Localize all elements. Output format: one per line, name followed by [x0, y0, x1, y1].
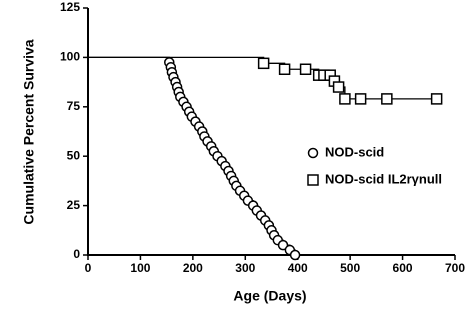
marker	[277, 239, 289, 251]
y-tick-label: 25	[67, 198, 81, 212]
marker	[339, 93, 351, 105]
y-axis-label: Cumulative Percent Surviva	[21, 39, 37, 224]
marker	[354, 93, 367, 105]
legend-label: NOD-scid	[325, 144, 384, 159]
marker	[307, 174, 319, 186]
y-tick-label: 50	[67, 148, 81, 162]
y-tick-label: 125	[60, 0, 80, 14]
y-tick-label: 75	[67, 99, 81, 113]
y-tick-label: 0	[73, 247, 80, 261]
marker	[289, 249, 301, 261]
marker	[381, 93, 393, 105]
x-tick-label: 700	[445, 261, 465, 275]
marker	[278, 63, 291, 76]
marker	[307, 147, 319, 159]
x-tick-label: 0	[85, 261, 92, 275]
x-axis-label: Age (Days)	[233, 288, 306, 304]
marker	[299, 63, 312, 76]
x-tick-label: 500	[340, 261, 360, 275]
y-tick-label: 100	[60, 50, 80, 64]
x-tick-label: 400	[288, 261, 308, 275]
x-tick-label: 300	[235, 261, 255, 275]
x-tick-label: 600	[393, 261, 413, 275]
legend-label: NOD-scid IL2rγnull	[325, 171, 442, 186]
marker	[257, 57, 270, 70]
marker	[332, 81, 345, 93]
x-tick-label: 200	[183, 261, 203, 275]
marker	[430, 93, 443, 105]
x-tick-label: 100	[130, 261, 150, 275]
